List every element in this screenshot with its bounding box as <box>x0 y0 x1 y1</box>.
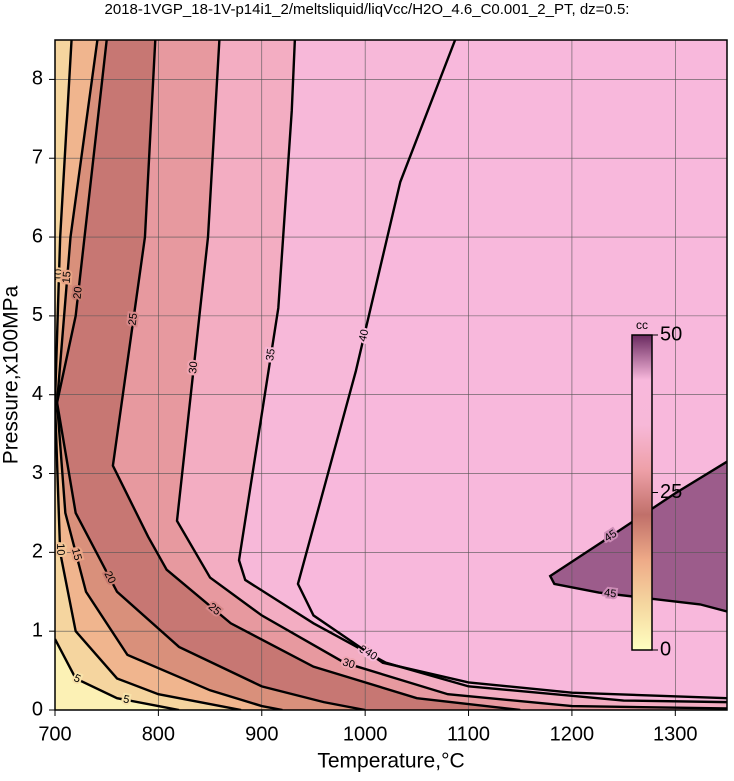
contour-label: 20 <box>72 286 85 300</box>
y-tick-label: 7 <box>32 147 43 169</box>
contour-label: 15 <box>69 547 84 562</box>
y-axis-label: Pressure,x100MPa <box>0 285 23 464</box>
y-tick-label: 0 <box>32 698 43 720</box>
chart-title: 2018-1VGP_18-1V-p14i1_2/meltsliquid/liqV… <box>105 1 630 18</box>
contour-label: 15 <box>61 271 74 284</box>
colorbar-label: cc <box>636 318 648 332</box>
x-tick-label: 700 <box>38 723 71 745</box>
contour-label: 40 <box>357 328 371 343</box>
colorbar <box>631 334 653 651</box>
contour-line <box>55 40 366 710</box>
contour-label: 35 <box>264 348 278 362</box>
x-tick-label: 900 <box>245 723 278 745</box>
plot-frame <box>54 39 728 711</box>
contour-label: 30 <box>187 361 200 374</box>
contour-line <box>237 40 727 704</box>
contour-line <box>175 40 727 710</box>
contour-line <box>296 40 727 700</box>
contour-label: 30 <box>341 656 356 671</box>
contour-line <box>55 638 180 710</box>
colorbar-tick-label: 50 <box>660 323 682 345</box>
y-tick-label: 3 <box>32 462 43 484</box>
contour-line <box>55 40 283 710</box>
x-axis-label: Temperature,°C <box>317 750 464 773</box>
x-tick-label: 1100 <box>447 723 490 745</box>
contour-line <box>548 460 727 613</box>
colorbar-tick-label: 25 <box>660 481 682 503</box>
x-tick-label: 1000 <box>343 723 388 745</box>
contour-line <box>55 40 242 710</box>
colorbar-tick-label: 0 <box>660 638 671 660</box>
y-tick-label: 4 <box>32 383 43 405</box>
contour-line <box>111 40 521 710</box>
y-tick-label: 1 <box>32 619 43 641</box>
contour-label: 25 <box>127 312 141 326</box>
y-tick-label: 2 <box>32 541 43 563</box>
y-tick-label: 5 <box>32 304 43 326</box>
x-tick-label: 1300 <box>653 723 698 745</box>
x-tick-label: 1200 <box>550 723 595 745</box>
contour-label: 45 <box>603 587 617 600</box>
y-tick-label: 6 <box>32 225 43 247</box>
contour-label: 10 <box>54 543 66 556</box>
y-tick-label: 8 <box>32 68 43 90</box>
contour-label: 10 <box>53 269 65 282</box>
x-tick-label: 800 <box>142 723 175 745</box>
